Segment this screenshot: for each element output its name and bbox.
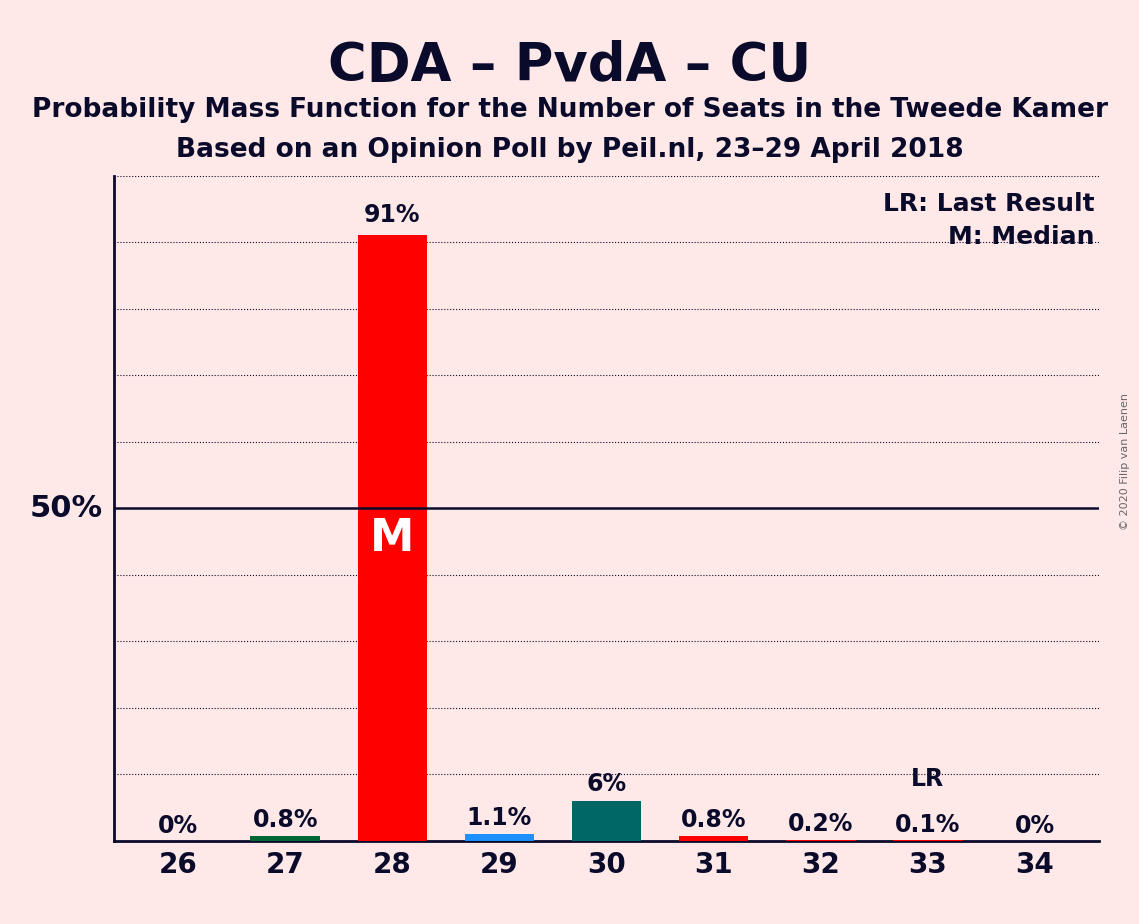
Bar: [679, 835, 748, 841]
Text: LR: Last Result: LR: Last Result: [883, 192, 1095, 216]
Bar: [465, 833, 534, 841]
Text: Probability Mass Function for the Number of Seats in the Tweede Kamer: Probability Mass Function for the Number…: [32, 97, 1107, 123]
Text: 50%: 50%: [30, 493, 104, 523]
Bar: [572, 801, 641, 841]
Text: 6%: 6%: [587, 772, 626, 796]
Text: M: M: [370, 517, 415, 560]
Text: 0%: 0%: [158, 813, 198, 837]
Text: © 2020 Filip van Laenen: © 2020 Filip van Laenen: [1121, 394, 1130, 530]
Text: Based on an Opinion Poll by Peil.nl, 23–29 April 2018: Based on an Opinion Poll by Peil.nl, 23–…: [175, 137, 964, 163]
Text: 0.8%: 0.8%: [681, 808, 746, 833]
Text: 0.8%: 0.8%: [253, 808, 318, 833]
Bar: [786, 840, 855, 841]
Text: M: Median: M: Median: [948, 225, 1095, 249]
Bar: [358, 236, 427, 841]
Text: 0.1%: 0.1%: [895, 813, 960, 837]
Bar: [251, 835, 320, 841]
Text: 0.2%: 0.2%: [788, 812, 853, 836]
Text: 1.1%: 1.1%: [467, 807, 532, 830]
Text: LR: LR: [911, 767, 944, 791]
Text: 0%: 0%: [1015, 813, 1055, 837]
Text: 91%: 91%: [364, 203, 420, 227]
Text: CDA – PvdA – CU: CDA – PvdA – CU: [328, 40, 811, 91]
